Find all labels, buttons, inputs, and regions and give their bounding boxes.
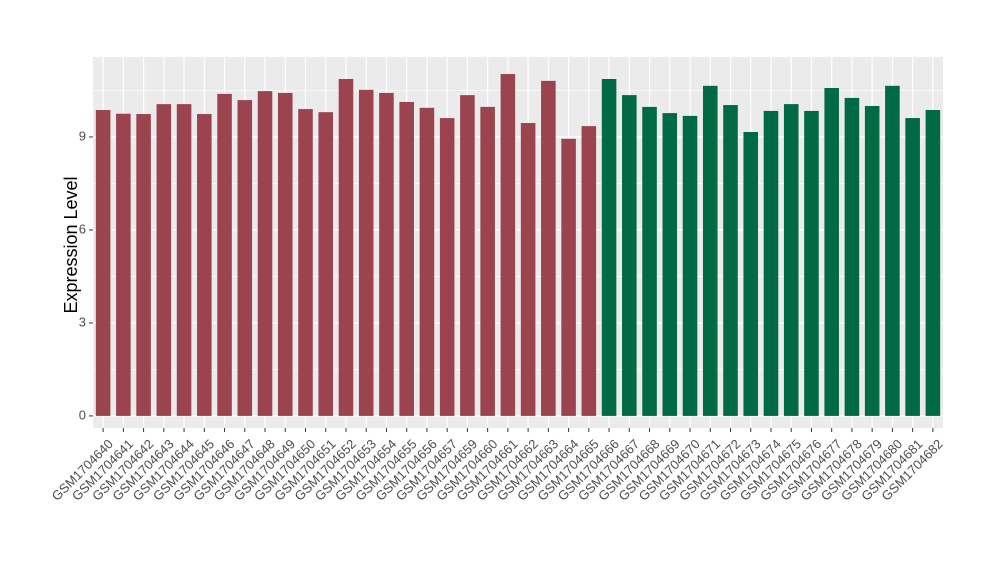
bar	[399, 101, 414, 416]
bar	[541, 80, 556, 416]
bar	[379, 92, 394, 416]
bar	[318, 112, 334, 416]
y-tick-label: 3	[79, 314, 86, 329]
bar	[277, 92, 293, 416]
bar	[338, 79, 354, 416]
bar	[864, 105, 880, 416]
bar	[217, 93, 232, 416]
bar	[804, 110, 819, 416]
bar	[682, 115, 698, 416]
bar	[581, 126, 597, 416]
bar	[298, 109, 313, 416]
bar	[136, 114, 151, 416]
bar	[237, 100, 253, 416]
bar	[358, 89, 374, 416]
bar	[520, 123, 536, 416]
bar	[824, 87, 839, 416]
bar	[905, 118, 920, 416]
bar	[642, 106, 657, 416]
bar	[460, 95, 475, 416]
bar	[763, 110, 779, 416]
bar	[257, 91, 273, 416]
y-tick-label: 6	[79, 221, 86, 236]
bar	[116, 113, 131, 416]
bar	[723, 105, 738, 416]
bar	[662, 113, 678, 416]
y-tick-label: 9	[79, 128, 86, 143]
bar	[176, 104, 192, 416]
bar	[844, 97, 860, 416]
bar	[885, 85, 900, 416]
y-axis-label: Expression Level	[61, 176, 81, 313]
bar	[561, 138, 576, 416]
bar	[601, 79, 617, 416]
bar	[197, 114, 212, 416]
bar	[95, 110, 111, 416]
bar	[925, 110, 941, 416]
bar	[702, 85, 718, 416]
plot-background	[93, 57, 943, 428]
bar	[439, 118, 455, 416]
bar	[156, 104, 172, 416]
bar	[743, 132, 759, 416]
bar	[622, 95, 637, 416]
bar	[480, 106, 495, 416]
bar	[419, 107, 435, 416]
bar	[783, 104, 799, 416]
y-tick-label: 0	[79, 407, 86, 422]
bar	[500, 74, 516, 416]
